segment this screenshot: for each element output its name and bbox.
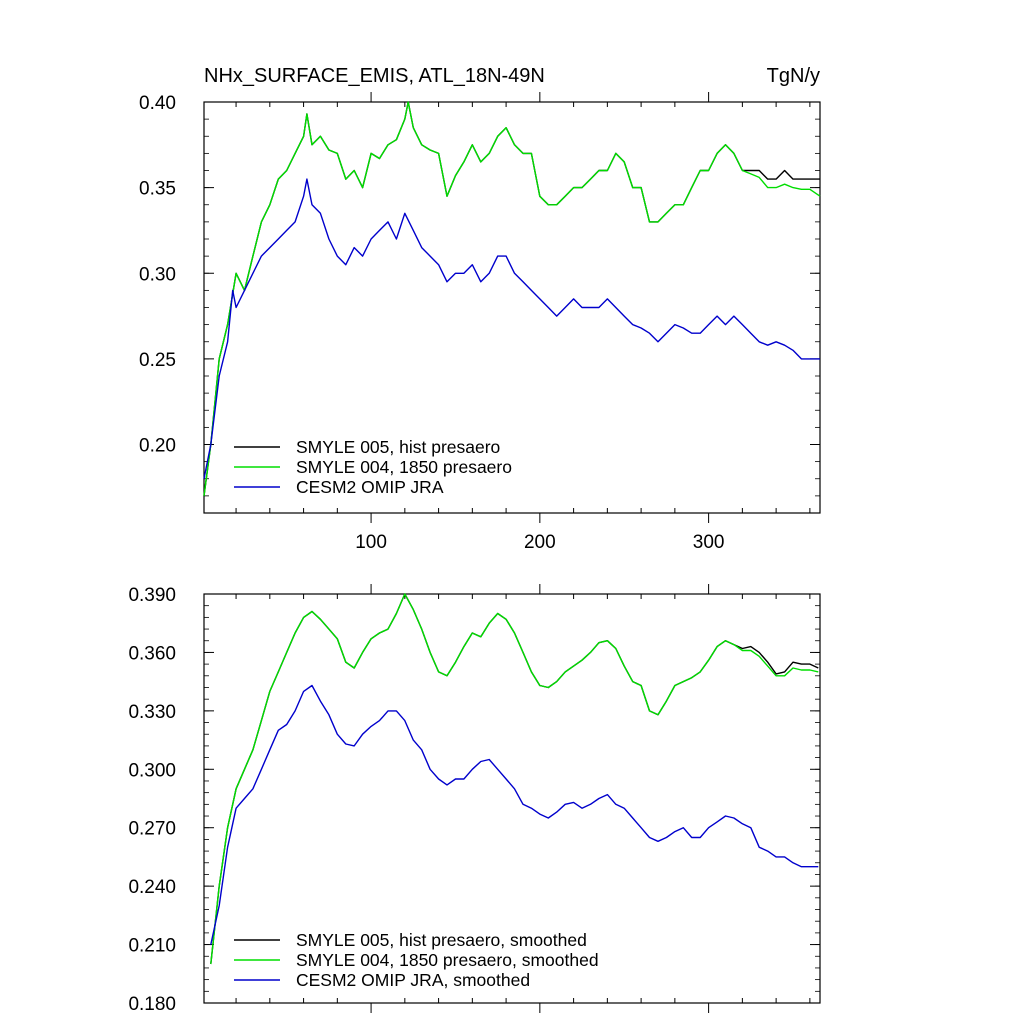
y-tick-label: 0.30 xyxy=(139,264,176,285)
legend-label-3: CESM2 OMIP JRA xyxy=(296,477,444,497)
chart-title: NHx_SURFACE_EMIS, ATL_18N-49N xyxy=(204,65,545,87)
y-tick-label: 0.360 xyxy=(128,643,176,664)
units-label: TgN/y xyxy=(767,65,820,87)
y-tick-label: 0.390 xyxy=(128,585,176,606)
legend-label-3: CESM2 OMIP JRA, smoothed xyxy=(296,970,530,990)
legend-label-2: SMYLE 004, 1850 presaero, smoothed xyxy=(296,950,599,970)
series-line-3 xyxy=(210,684,819,945)
y-tick-label: 0.270 xyxy=(128,819,176,840)
series-line-2 xyxy=(203,101,821,496)
legend-label-1: SMYLE 005, hist presaero xyxy=(296,437,500,457)
y-tick-label: 0.300 xyxy=(128,760,176,781)
x-tick-label: 300 xyxy=(693,532,725,553)
series-line-3 xyxy=(203,178,820,479)
x-tick-label: 100 xyxy=(355,532,387,553)
y-tick-label: 0.25 xyxy=(139,350,176,371)
series-line-2 xyxy=(210,593,819,965)
plot-frame-2 xyxy=(203,593,821,1004)
y-tick-label: 0.35 xyxy=(139,179,176,200)
y-tick-label: 0.40 xyxy=(139,93,176,114)
x-tick-label: 200 xyxy=(524,532,556,553)
y-tick-label: 0.330 xyxy=(128,702,176,723)
legend-label-2: SMYLE 004, 1850 presaero xyxy=(296,457,512,477)
legend-label-1: SMYLE 005, hist presaero, smoothed xyxy=(296,930,587,950)
y-tick-label: 0.20 xyxy=(139,436,176,457)
y-tick-label: 0.240 xyxy=(128,877,176,898)
y-tick-label: 0.210 xyxy=(128,936,176,957)
y-tick-label: 0.180 xyxy=(128,994,176,1015)
